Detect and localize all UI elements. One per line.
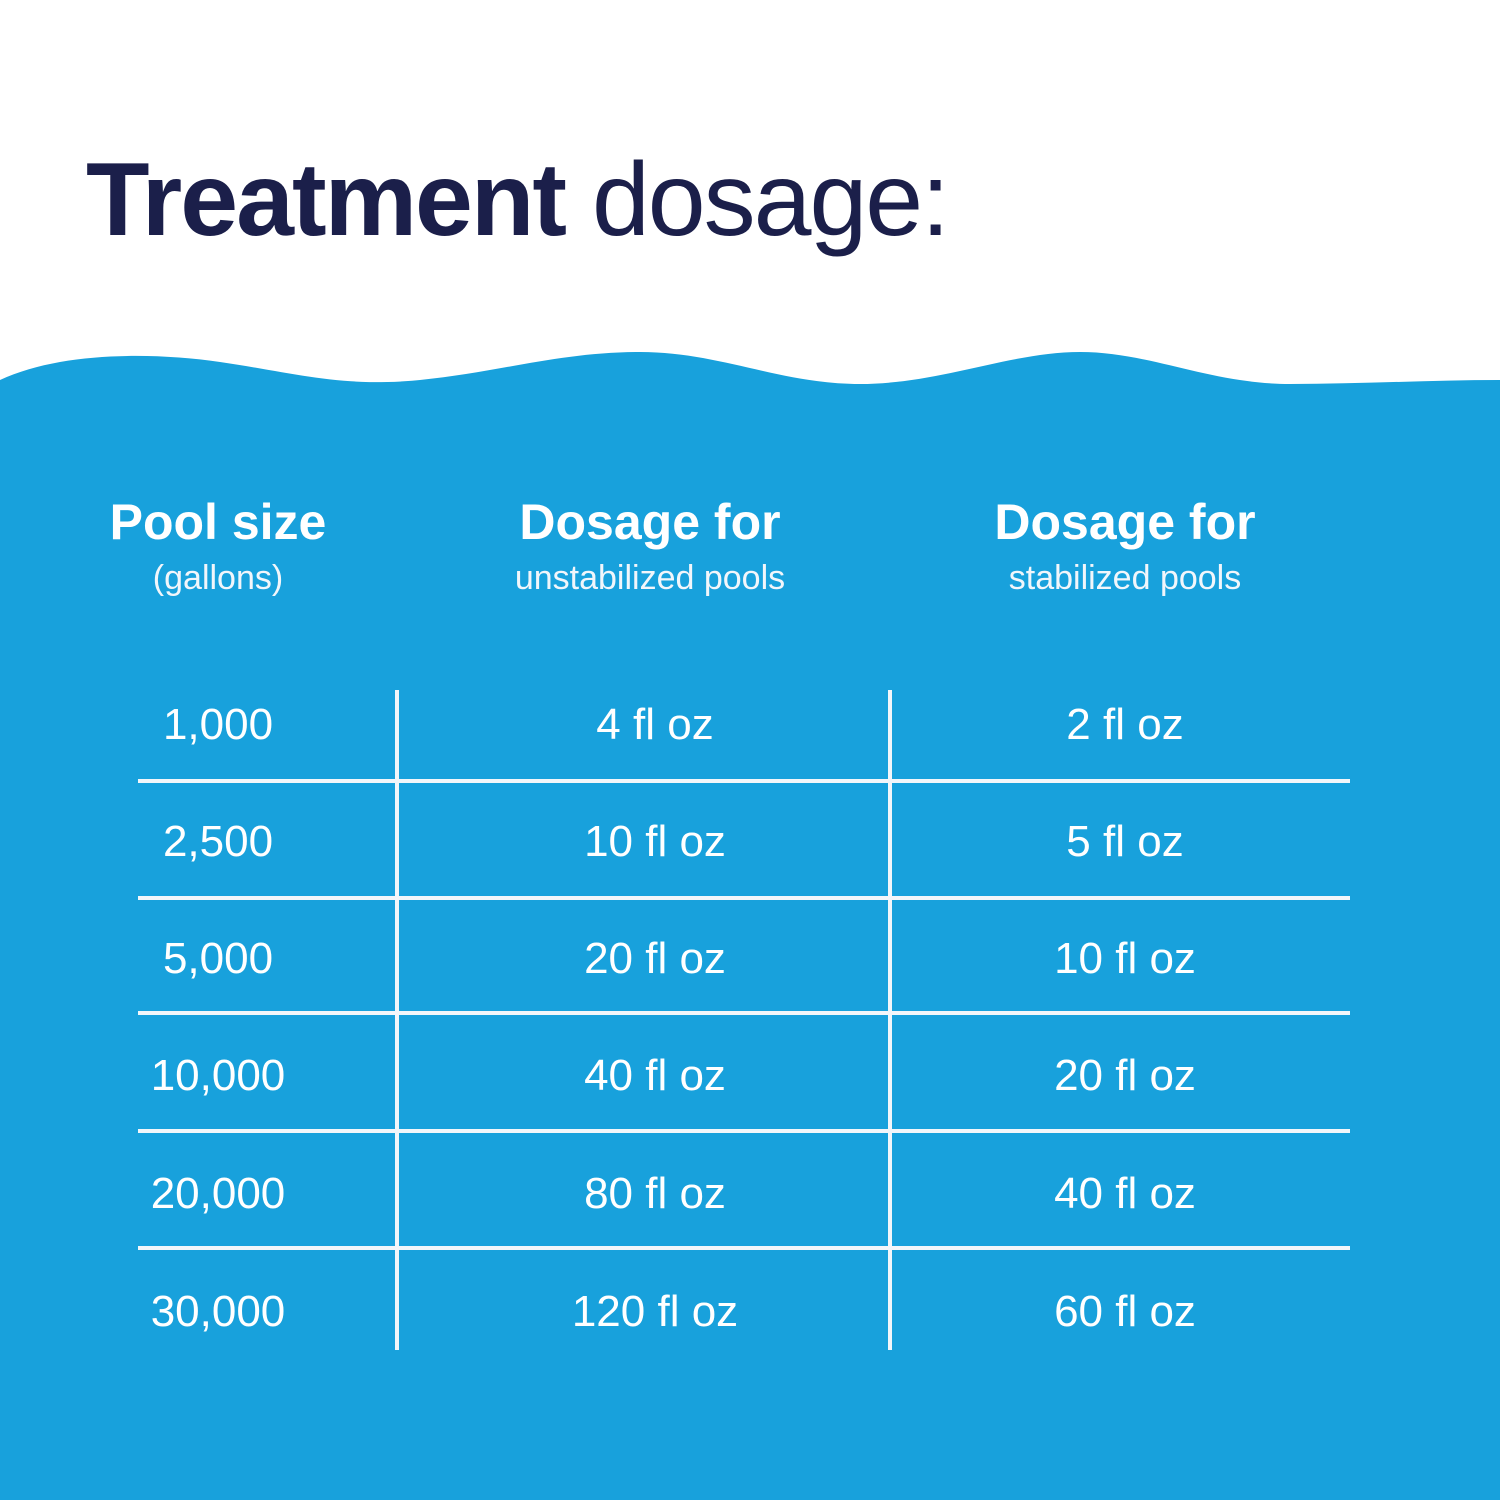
unstabilized-dosage-cell: 40 fl oz (584, 1051, 726, 1100)
header-pool-size-unit: (gallons) (152, 559, 284, 597)
unstabilized-dosage-cell: 120 fl oz (571, 1287, 739, 1336)
row-divider (138, 1246, 1350, 1250)
header-unstabilized-title: Dosage for (519, 494, 781, 550)
header-pool-size: Pool size (gallons) (68, 490, 368, 603)
stabilized-dosage-cell: 5 fl oz (1066, 817, 1184, 866)
pool-size-cell: 5,000 (162, 934, 274, 983)
row-divider (138, 1011, 1350, 1015)
stabilized-dosage-cell: 40 fl oz (1054, 1169, 1196, 1218)
stabilized-dosage-cell: 10 fl oz (1054, 934, 1196, 983)
stabilized-dosage-cell: 20 fl oz (1054, 1051, 1196, 1100)
header-unstabilized-sub: unstabilized pools (514, 559, 786, 597)
column-divider (888, 690, 892, 1350)
unstabilized-dosage-cell: 10 fl oz (584, 817, 726, 866)
stabilized-dosage-cell: 60 fl oz (1054, 1287, 1196, 1336)
header-stabilized: Dosage for stabilized pools (935, 490, 1315, 603)
row-divider (138, 1129, 1350, 1133)
page-title: Treatment dosage: (86, 138, 950, 263)
pool-size-cell: 1,000 (162, 700, 274, 749)
stabilized-dosage-cell: 2 fl oz (1066, 700, 1184, 749)
header-pool-size-title: Pool size (109, 494, 327, 550)
pool-size-cell: 30,000 (150, 1287, 286, 1336)
pool-size-cell: 10,000 (150, 1051, 286, 1100)
header-stabilized-title: Dosage for (994, 494, 1256, 550)
title-light: dosage: (565, 142, 950, 258)
pool-size-cell: 2,500 (162, 817, 274, 866)
header-unstabilized: Dosage for unstabilized pools (460, 490, 840, 603)
row-divider (138, 779, 1350, 783)
column-divider (395, 690, 399, 1350)
header-stabilized-sub: stabilized pools (1008, 559, 1242, 597)
pool-size-cell: 20,000 (150, 1169, 286, 1218)
unstabilized-dosage-cell: 80 fl oz (584, 1169, 726, 1218)
water-wave-background (0, 352, 1500, 1500)
row-divider (138, 896, 1350, 900)
unstabilized-dosage-cell: 4 fl oz (596, 700, 714, 749)
title-bold: Treatment (86, 142, 567, 258)
unstabilized-dosage-cell: 20 fl oz (584, 934, 726, 983)
